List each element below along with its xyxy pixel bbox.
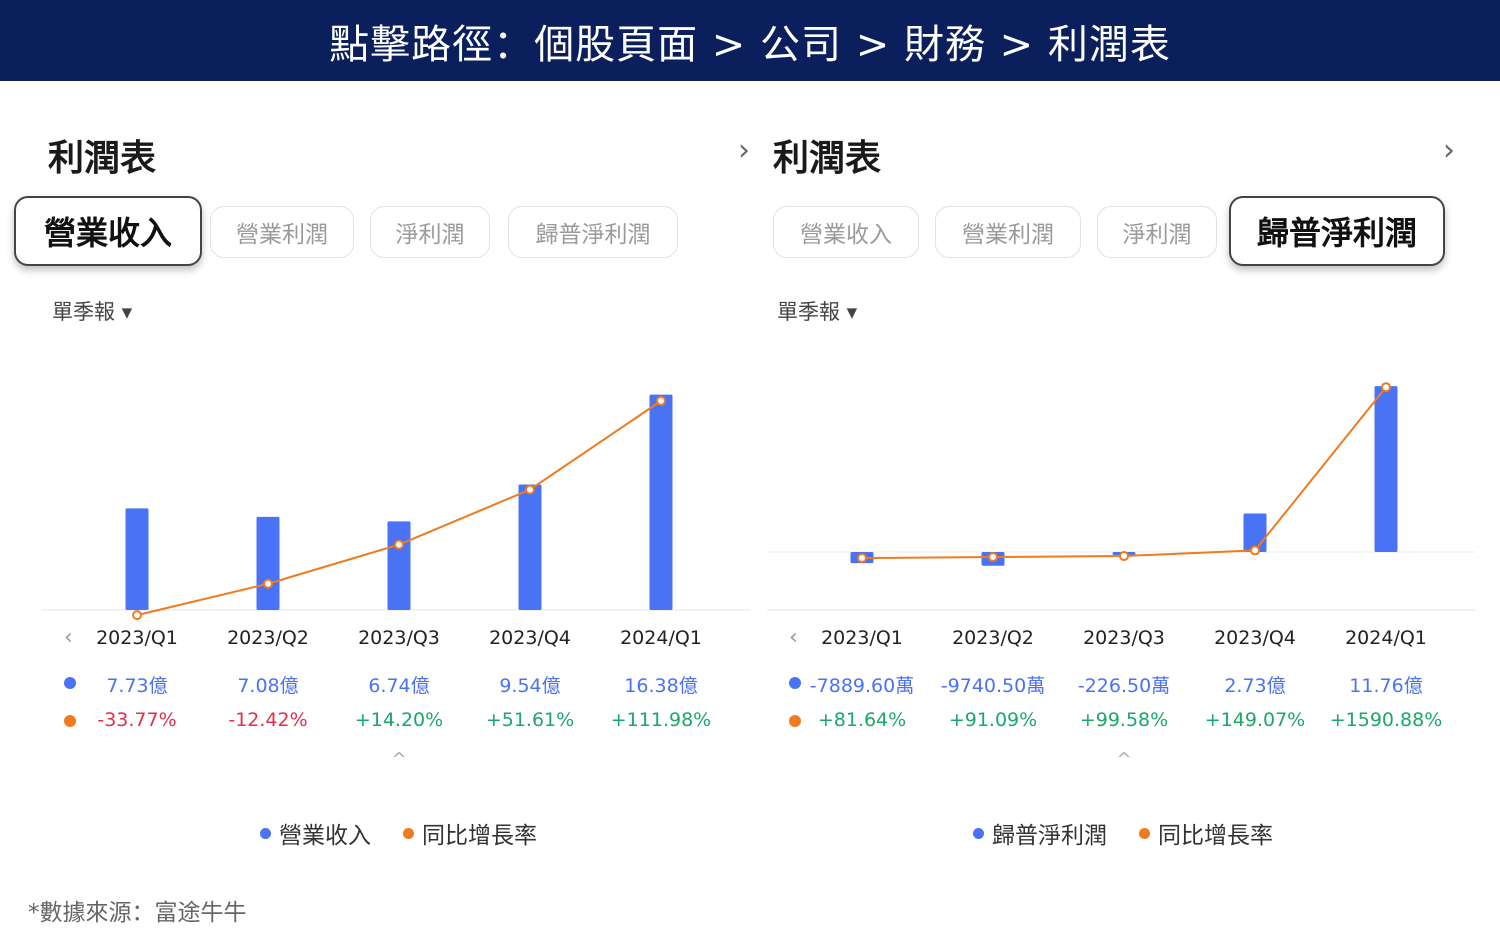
- legend-dot-icon: [403, 827, 414, 839]
- legend-label: 同比增長率: [1158, 823, 1273, 849]
- category-label: 2023/Q1: [96, 627, 178, 649]
- tab-operating-profit[interactable]: 營業利潤: [210, 206, 354, 258]
- legend-item-growth: 同比增長率: [1139, 816, 1273, 850]
- prev-page-icon[interactable]: ‹: [789, 625, 798, 650]
- bar: [387, 521, 411, 610]
- value-label: 7.08億: [237, 675, 299, 697]
- bar: [1374, 386, 1398, 552]
- growth-point: [132, 610, 142, 621]
- legend-dot-icon: [1139, 827, 1150, 839]
- value-label: 11.76億: [1349, 675, 1423, 697]
- bar: [125, 508, 149, 610]
- tab-net-profit[interactable]: 淨利潤: [1097, 206, 1217, 258]
- growth-point: [857, 553, 867, 564]
- bar: [518, 484, 542, 610]
- tab-bar: 營業收入 營業利潤 淨利潤 歸普淨利潤: [773, 196, 1473, 271]
- value-label: -7889.60萬: [809, 675, 915, 697]
- growth-point: [656, 395, 666, 406]
- growth-label: -33.77%: [97, 709, 177, 731]
- revenue-dot-icon: [64, 677, 76, 689]
- legend-item-profit: 歸普淨利潤: [973, 816, 1107, 850]
- panel-title: 利潤表: [48, 138, 157, 179]
- growth-point: [394, 539, 404, 550]
- category-label: 2024/Q1: [620, 627, 702, 649]
- growth-point: [525, 484, 535, 495]
- category-label: 2023/Q3: [1083, 627, 1165, 649]
- legend-label: 營業收入: [279, 823, 371, 849]
- growth-dot-icon: [64, 715, 76, 727]
- left-panel: 利潤表 › 營業收入 營業利潤 淨利潤 歸普淨利潤 單季報 ▾ ‹ 2023/Q…: [0, 81, 750, 861]
- category-label: 2023/Q2: [227, 627, 309, 649]
- value-label: -9740.50萬: [940, 675, 1046, 697]
- category-label: 2023/Q4: [1214, 627, 1296, 649]
- revenue-chart: [42, 394, 750, 621]
- legend-item-growth: 同比增長率: [403, 816, 537, 850]
- tab-net-profit[interactable]: 淨利潤: [370, 206, 490, 258]
- legend-dot-icon: [260, 827, 271, 839]
- net-profit-chart: [767, 382, 1475, 611]
- legend-dot-icon: [973, 827, 984, 839]
- growth-dot-icon: [789, 715, 801, 727]
- category-label: 2023/Q2: [952, 627, 1034, 649]
- title-banner: 點擊路徑：個股頁面 > 公司 > 財務 > 利潤表: [0, 0, 1500, 81]
- growth-label: +1590.88%: [1329, 709, 1443, 731]
- growth-label: +111.98%: [610, 709, 712, 731]
- profit-dot-icon: [789, 677, 801, 689]
- value-label: -226.50萬: [1077, 675, 1171, 697]
- growth-label: +14.20%: [354, 709, 444, 731]
- legend: 歸普淨利潤 同比增長率: [973, 816, 1305, 850]
- tab-attributable-net-profit[interactable]: 歸普淨利潤: [508, 206, 678, 258]
- value-label: 6.74億: [368, 675, 430, 697]
- prev-page-icon[interactable]: ‹: [64, 625, 73, 650]
- growth-label: +99.58%: [1079, 709, 1169, 731]
- chevron-right-icon[interactable]: ›: [738, 133, 750, 168]
- category-label: 2023/Q4: [489, 627, 571, 649]
- growth-point: [1250, 545, 1260, 556]
- tab-bar: 營業收入 營業利潤 淨利潤 歸普淨利潤: [14, 196, 714, 271]
- collapse-icon[interactable]: ^: [1116, 749, 1132, 770]
- growth-label: +81.64%: [817, 709, 907, 731]
- value-label: 2.73億: [1224, 675, 1286, 697]
- tab-operating-profit[interactable]: 營業利潤: [935, 206, 1081, 258]
- growth-label: +149.07%: [1204, 709, 1306, 731]
- growth-point: [1119, 551, 1129, 562]
- tab-revenue[interactable]: 營業收入: [773, 206, 919, 258]
- period-dropdown[interactable]: 單季報 ▾: [52, 300, 133, 324]
- growth-point: [1381, 382, 1391, 393]
- period-dropdown[interactable]: 單季報 ▾: [777, 300, 858, 324]
- legend-label: 同比增長率: [422, 823, 537, 849]
- value-label: 16.38億: [624, 675, 698, 697]
- bar: [649, 394, 673, 610]
- growth-point: [263, 578, 273, 589]
- chevron-right-icon[interactable]: ›: [1443, 133, 1455, 168]
- category-label: 2024/Q1: [1345, 627, 1427, 649]
- panel-title: 利潤表: [773, 138, 882, 179]
- tab-revenue[interactable]: 營業收入: [14, 196, 202, 266]
- legend: 營業收入 同比增長率: [260, 816, 569, 850]
- growth-label: -12.42%: [228, 709, 308, 731]
- value-label: 7.73億: [106, 675, 168, 697]
- growth-label: +91.09%: [948, 709, 1038, 731]
- growth-point: [988, 551, 998, 562]
- collapse-icon[interactable]: ^: [391, 749, 407, 770]
- value-label: 9.54億: [499, 675, 561, 697]
- banner-text: 點擊路徑：個股頁面 > 公司 > 財務 > 利潤表: [329, 21, 1171, 68]
- right-panel: 利潤表 › 營業收入 營業利潤 淨利潤 歸普淨利潤 單季報 ▾ ‹ 2023/Q…: [725, 81, 1475, 861]
- category-label: 2023/Q3: [358, 627, 440, 649]
- legend-item-revenue: 營業收入: [260, 816, 371, 850]
- source-footnote: *數據來源：富途牛牛: [28, 900, 247, 926]
- growth-line: [861, 386, 1387, 560]
- legend-label: 歸普淨利潤: [992, 823, 1107, 849]
- tab-attributable-net-profit[interactable]: 歸普淨利潤: [1229, 196, 1445, 266]
- bar: [256, 516, 280, 610]
- growth-label: +51.61%: [485, 709, 575, 731]
- category-label: 2023/Q1: [821, 627, 903, 649]
